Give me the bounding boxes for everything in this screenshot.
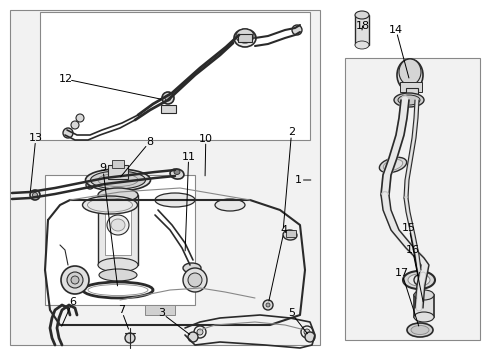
Bar bbox=[406, 88, 418, 100]
Circle shape bbox=[266, 303, 270, 307]
Ellipse shape bbox=[408, 274, 430, 286]
Bar bbox=[161, 105, 176, 113]
Ellipse shape bbox=[397, 59, 423, 91]
Bar bbox=[108, 165, 128, 179]
Circle shape bbox=[263, 300, 273, 310]
Bar bbox=[414, 295, 434, 317]
Circle shape bbox=[61, 266, 89, 294]
Ellipse shape bbox=[414, 312, 434, 322]
Ellipse shape bbox=[234, 29, 256, 47]
Circle shape bbox=[30, 190, 40, 200]
Text: 4: 4 bbox=[281, 225, 288, 235]
Bar bbox=[145, 305, 175, 315]
Text: 1: 1 bbox=[294, 175, 301, 185]
Ellipse shape bbox=[403, 271, 435, 289]
Ellipse shape bbox=[215, 199, 245, 211]
Ellipse shape bbox=[111, 219, 125, 231]
Ellipse shape bbox=[394, 93, 424, 107]
Ellipse shape bbox=[355, 41, 369, 49]
Ellipse shape bbox=[82, 196, 138, 214]
Ellipse shape bbox=[99, 269, 137, 281]
Circle shape bbox=[88, 183, 92, 187]
Bar bbox=[400, 82, 422, 92]
Ellipse shape bbox=[283, 230, 297, 240]
Text: 18: 18 bbox=[356, 21, 369, 31]
Text: 6: 6 bbox=[69, 297, 76, 307]
Ellipse shape bbox=[155, 193, 195, 207]
Circle shape bbox=[188, 332, 198, 342]
Circle shape bbox=[305, 332, 315, 342]
Text: 11: 11 bbox=[182, 152, 196, 162]
Bar bbox=[40, 12, 310, 140]
Text: 3: 3 bbox=[158, 308, 165, 318]
Bar bbox=[45, 175, 195, 305]
Text: 10: 10 bbox=[199, 134, 213, 144]
Circle shape bbox=[67, 272, 83, 288]
Ellipse shape bbox=[91, 171, 146, 189]
Bar bbox=[112, 160, 124, 168]
Circle shape bbox=[165, 95, 171, 101]
Text: 7: 7 bbox=[118, 305, 125, 315]
Circle shape bbox=[162, 92, 174, 104]
Ellipse shape bbox=[170, 169, 184, 179]
Ellipse shape bbox=[85, 169, 150, 191]
Text: 5: 5 bbox=[288, 308, 295, 318]
Bar bbox=[98, 195, 138, 265]
Ellipse shape bbox=[98, 258, 138, 272]
Bar bbox=[345, 58, 480, 340]
Circle shape bbox=[32, 193, 38, 198]
Circle shape bbox=[188, 273, 202, 287]
Text: 16: 16 bbox=[406, 245, 419, 255]
Text: 15: 15 bbox=[402, 223, 416, 233]
Circle shape bbox=[183, 268, 207, 292]
Bar bbox=[238, 34, 252, 42]
Text: 8: 8 bbox=[146, 137, 153, 147]
Ellipse shape bbox=[98, 188, 138, 202]
Ellipse shape bbox=[399, 59, 421, 85]
Circle shape bbox=[197, 329, 203, 335]
Circle shape bbox=[292, 25, 302, 35]
Bar bbox=[355, 15, 369, 45]
Ellipse shape bbox=[236, 29, 254, 43]
Text: 2: 2 bbox=[288, 127, 295, 138]
Text: 12: 12 bbox=[59, 74, 73, 84]
Ellipse shape bbox=[398, 95, 420, 105]
Ellipse shape bbox=[383, 159, 403, 171]
Circle shape bbox=[125, 333, 135, 343]
Ellipse shape bbox=[174, 170, 180, 175]
Ellipse shape bbox=[183, 263, 201, 273]
Bar bbox=[286, 230, 296, 237]
Ellipse shape bbox=[355, 11, 369, 19]
Ellipse shape bbox=[407, 323, 433, 337]
Ellipse shape bbox=[379, 157, 407, 173]
Text: 9: 9 bbox=[99, 163, 106, 174]
Circle shape bbox=[71, 276, 79, 284]
Circle shape bbox=[304, 329, 310, 335]
Circle shape bbox=[76, 114, 84, 122]
Ellipse shape bbox=[411, 325, 429, 334]
Bar bbox=[105, 205, 131, 255]
Text: 17: 17 bbox=[395, 268, 409, 278]
Ellipse shape bbox=[414, 290, 434, 300]
Bar bbox=[10, 10, 320, 345]
Circle shape bbox=[63, 128, 73, 138]
Ellipse shape bbox=[107, 215, 129, 235]
Text: 14: 14 bbox=[389, 24, 403, 35]
Circle shape bbox=[71, 121, 79, 129]
Text: 13: 13 bbox=[29, 133, 43, 143]
Circle shape bbox=[86, 181, 94, 189]
